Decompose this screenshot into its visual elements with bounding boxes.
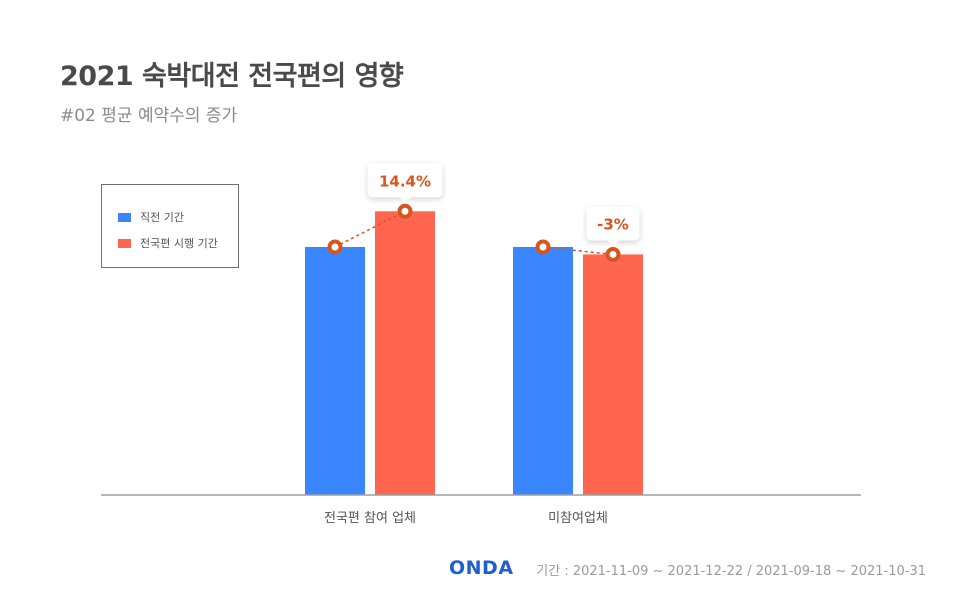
change-marker-1: [397, 203, 413, 219]
chart-subtitle: #02 평균 예약수의 증가: [60, 106, 238, 126]
change-label: -3%: [597, 215, 629, 233]
legend-item-during: 전국편 시행 기간: [118, 235, 218, 251]
legend-label-before: 직전 기간: [140, 211, 184, 224]
bar-1-series-1: [583, 254, 643, 495]
x-tick-label: 전국편 참여 업체: [324, 511, 416, 526]
bar-0-series-1: [375, 211, 435, 495]
change-callout: -3%: [586, 206, 640, 247]
legend-swatch-before: [118, 212, 131, 222]
callout-pointer: [607, 240, 619, 247]
change-marker-0: [327, 239, 343, 255]
onda-logo: ONDA: [449, 557, 514, 579]
period-text: 기간 : 2021-11-09 ~ 2021-12-22 / 2021-09-1…: [536, 564, 926, 579]
change-marker-0: [535, 239, 551, 255]
bar-1-series-0: [513, 247, 573, 495]
change-callout: 14.4%: [367, 163, 443, 204]
change-marker-1: [605, 246, 621, 262]
chart-title: 2021 숙박대전 전국편의 영향: [60, 61, 404, 92]
callout-pointer: [399, 197, 411, 204]
legend-swatch-during: [118, 238, 131, 248]
change-connector: [334, 210, 406, 248]
chart-legend: 직전 기간 전국편 시행 기간: [101, 184, 239, 268]
bar-0-series-0: [305, 247, 365, 495]
change-label: 14.4%: [379, 172, 431, 190]
x-tick-label: 미참여업체: [548, 511, 608, 526]
callout-box: [586, 206, 640, 241]
callout-box: [367, 163, 443, 198]
legend-label-during: 전국편 시행 기간: [140, 237, 218, 250]
legend-item-before: 직전 기간: [118, 209, 184, 225]
